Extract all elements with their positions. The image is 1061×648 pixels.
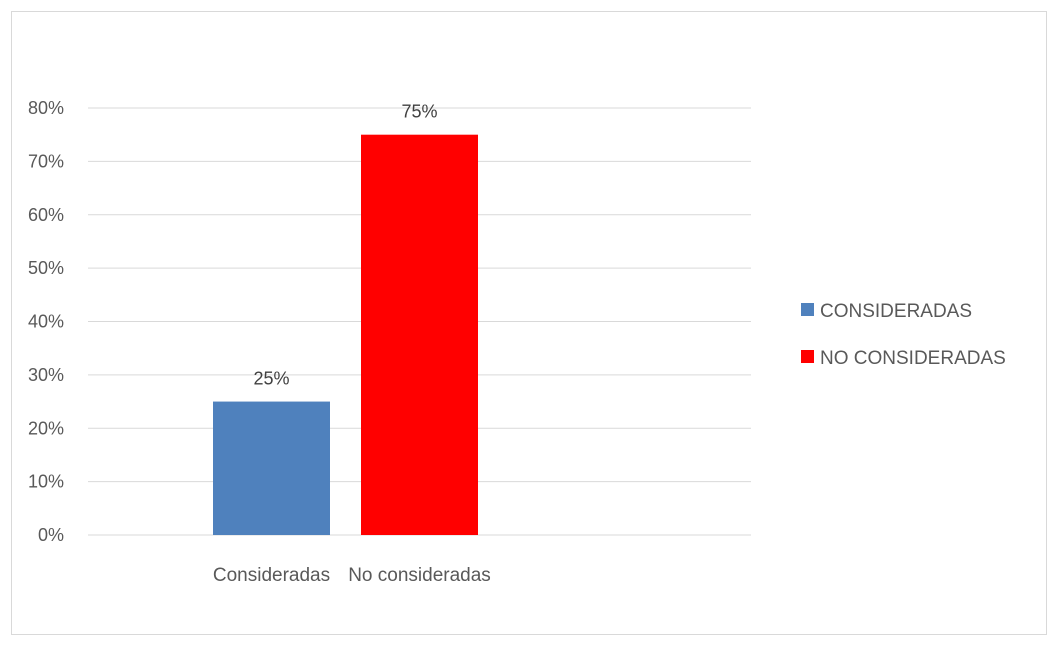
bar-consideradas xyxy=(213,401,330,535)
y-tick-label: 30% xyxy=(28,365,64,385)
y-tick-label: 40% xyxy=(28,312,64,332)
legend-swatch xyxy=(801,303,814,316)
legend-swatch xyxy=(801,350,814,363)
y-tick-label: 60% xyxy=(28,205,64,225)
bars xyxy=(213,134,478,535)
y-tick-label: 80% xyxy=(28,98,64,118)
bar-data-label: 75% xyxy=(401,102,437,122)
legend: CONSIDERADAS NO CONSIDERADAS xyxy=(801,301,1006,369)
x-category-label: No consideradas xyxy=(348,565,491,586)
bar-no-consideradas xyxy=(361,134,478,535)
data-labels: 25% 75% xyxy=(253,102,437,389)
x-category-label: Consideradas xyxy=(213,565,330,586)
y-axis-tick-labels: 0% 10% 20% 30% 40% 50% 60% 70% 80% xyxy=(28,98,64,545)
y-tick-label: 50% xyxy=(28,258,64,278)
y-tick-label: 0% xyxy=(38,525,64,545)
y-tick-label: 70% xyxy=(28,151,64,171)
chart-frame xyxy=(11,11,1047,635)
x-axis-category-labels: Consideradas No consideradas xyxy=(213,565,491,586)
y-tick-label: 20% xyxy=(28,418,64,438)
legend-label: NO CONSIDERADAS xyxy=(820,348,1006,369)
legend-label: CONSIDERADAS xyxy=(820,301,972,322)
bar-data-label: 25% xyxy=(253,369,289,389)
y-tick-label: 10% xyxy=(28,472,64,492)
